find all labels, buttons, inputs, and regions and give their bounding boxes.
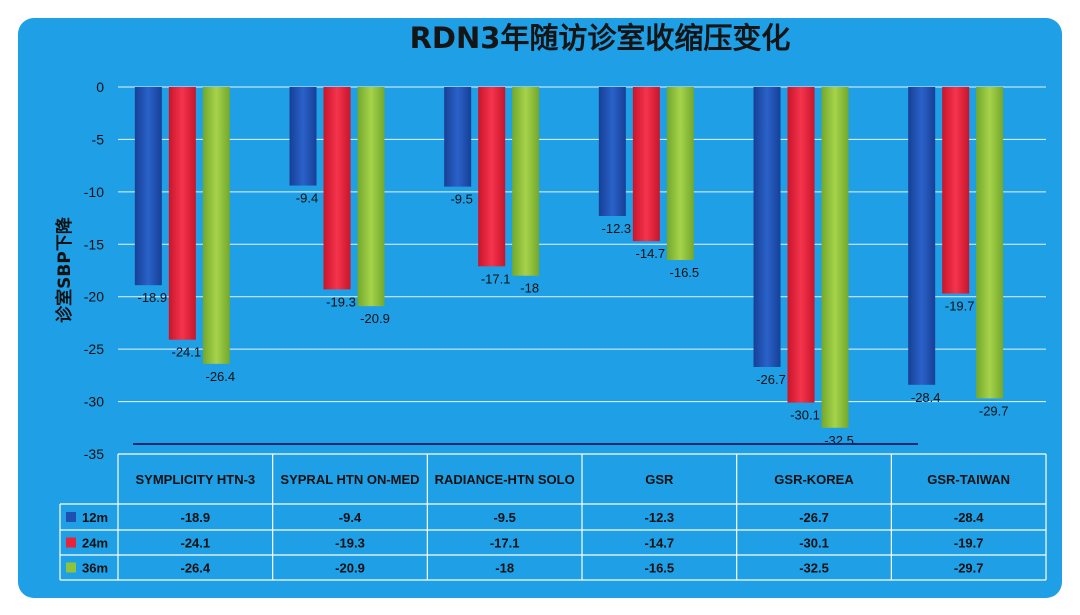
bar-24m-1 [323,87,351,290]
table-value-cell: -18.9 [181,510,211,525]
table-value-cell: -26.7 [799,510,829,525]
table-header-cell: GSR-TAIWAN [927,472,1010,487]
table-value-cell: -30.1 [799,536,829,551]
table-value-cell: -19.3 [335,536,365,551]
bar-12m-4 [753,87,781,367]
legend-swatch-12m [66,512,76,522]
table-value-cell: -9.5 [493,510,515,525]
y-axis-ticks: 0 -5 -10 -15 -20 -25 -30 -35 [84,79,104,462]
data-table: SYMPLICITY HTN-3 SYPRAL HTN ON-MED RADIANC… [59,453,1047,581]
table-header-cell: GSR-KOREA [774,472,854,487]
bar-12m-5 [908,87,936,385]
data-label: -12.3 [602,221,632,236]
y-tick-label: 0 [96,79,104,95]
data-label: -9.5 [450,192,472,207]
bar-36m-5 [976,87,1004,399]
data-label: -18.9 [138,290,168,305]
data-label: -26.7 [756,372,786,387]
data-label: -17.1 [481,271,511,286]
table-value-cell: -32.5 [799,561,829,576]
bars [134,87,1004,428]
chart-panel: RDN3年随访诊室收缩压变化 诊室SBP下降 0 -5 -10 -15 -20 -25 -3… [18,18,1062,598]
y-tick-label: -25 [84,341,104,357]
data-label: -28.4 [911,390,941,405]
table-value-cell: -17.1 [490,536,520,551]
data-label: -18 [520,281,539,296]
data-label: -30.1 [790,408,820,423]
bar-36m-0 [202,87,230,364]
table-header-cell: SYPRAL HTN ON-MED [280,472,419,487]
data-label: -14.7 [636,246,666,261]
bar-12m-0 [134,87,162,286]
bar-24m-5 [942,87,970,294]
table-value-cell: -29.7 [954,561,984,576]
table-header-cell: RADIANCE-HTN SOLO [435,472,575,487]
legend-label: 24m [82,536,108,551]
y-tick-label: -10 [84,184,104,200]
data-label: -16.5 [670,265,700,280]
chart-title: RDN3年随访诊室收缩压变化 [410,21,791,55]
bar-24m-2 [478,87,506,267]
bar-12m-1 [289,87,317,186]
table-value-cell: -26.4 [181,561,211,576]
table-value-cell: -14.7 [645,536,675,551]
y-tick-label: -5 [92,131,105,147]
bar-24m-0 [168,87,196,340]
table-value-cell: -12.3 [645,510,675,525]
data-labels: -18.9 -24.1 -26.4 -9.4 -19.3 -20.9 -9.5 -17.1 -1… [138,191,1009,448]
data-label: -19.3 [326,294,356,309]
y-tick-label: -20 [84,289,104,305]
table-value-cell: -9.4 [339,510,362,525]
table-header-cell: SYMPLICITY HTN-3 [135,472,255,487]
legend-swatch-24m [66,537,76,548]
bar-24m-4 [787,87,815,403]
bar-36m-2 [512,87,540,276]
bar-12m-2 [444,87,472,187]
data-label: -26.4 [206,369,236,384]
bar-36m-1 [357,87,385,307]
table-header-cell: GSR [645,472,674,487]
data-label: -24.1 [172,345,202,360]
legend-label: 12m [82,510,108,525]
y-tick-label: -30 [84,394,104,410]
data-label: -29.7 [979,403,1009,418]
table-value-cell: -24.1 [181,536,211,551]
bar-36m-3 [666,87,694,261]
legend-swatch-36m [66,562,76,573]
table-value-cell: -19.7 [954,536,984,551]
bar-12m-3 [598,87,626,216]
bar-36m-4 [821,87,849,428]
y-tick-label: -35 [84,446,104,462]
data-label: -9.4 [296,191,318,206]
data-label: -19.7 [945,299,975,314]
gridlines [118,86,1046,403]
table-value-cell: -20.9 [335,561,365,576]
y-tick-label: -15 [84,236,104,252]
bar-24m-3 [632,87,660,242]
legend-label: 36m [82,561,108,576]
data-label: -20.9 [360,311,390,326]
table-value-cell: -16.5 [645,561,675,576]
data-label: -32.5 [824,433,854,448]
table-value-cell: -28.4 [954,510,984,525]
table-value-cell: -18 [495,561,514,576]
bar-chart: RDN3年随访诊室收缩压变化 诊室SBP下降 0 -5 -10 -15 -20 -25 -3… [54,21,1047,581]
y-axis-label: 诊室SBP下降 [54,216,75,323]
